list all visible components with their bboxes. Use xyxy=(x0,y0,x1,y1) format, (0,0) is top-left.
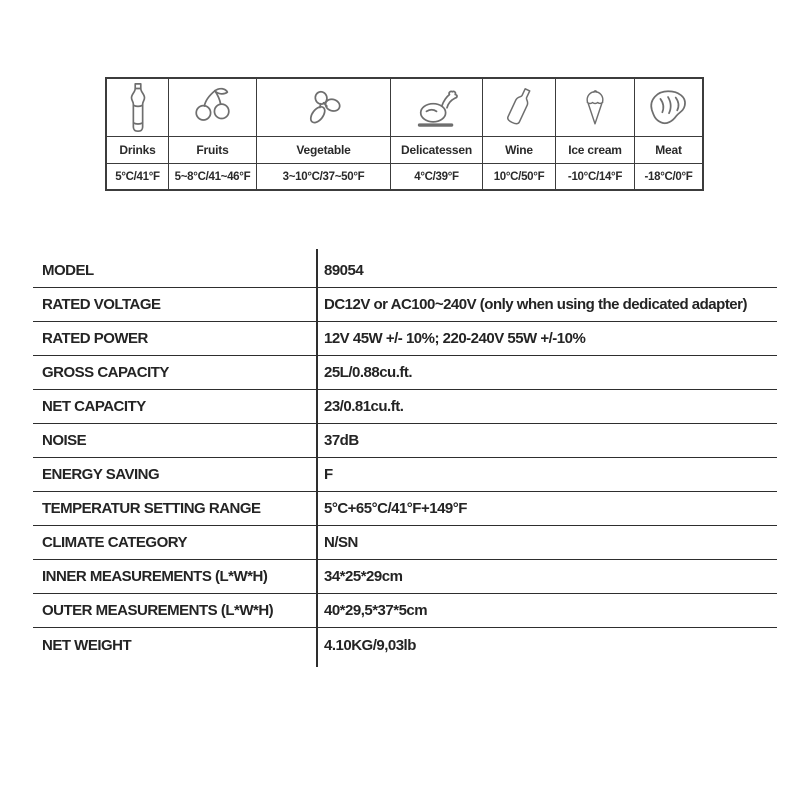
bottle-icon xyxy=(107,79,168,136)
spec-label: ENERGY SAVING xyxy=(42,466,160,483)
spec-row-gross-capacity: GROSS CAPACITY 25L/0.88cu.ft. xyxy=(33,356,777,390)
spec-row-net-capacity: NET CAPACITY 23/0.81cu.ft. xyxy=(33,390,777,424)
food-temperature: 10°C/50°F xyxy=(483,163,555,189)
food-temperature: 5~8°C/41~46°F xyxy=(169,163,256,189)
vegetable-icon xyxy=(257,79,390,136)
food-temperature: 5°C/41°F xyxy=(107,163,168,189)
spec-label: INNER MEASUREMENTS (L*W*H) xyxy=(42,568,268,585)
spec-value: 23/0.81cu.ft. xyxy=(324,398,404,415)
steak-icon xyxy=(635,79,702,136)
spec-label: RATED POWER xyxy=(42,330,148,347)
food-label: Vegetable xyxy=(257,136,390,163)
spec-label: CLIMATE CATEGORY xyxy=(42,534,188,551)
spec-label: OUTER MEASUREMENTS (L*W*H) xyxy=(42,602,274,619)
spec-row-noise: NOISE 37dB xyxy=(33,424,777,458)
spec-row-temperatur-setting-range: TEMPERATUR SETTING RANGE 5°C+65°C/41°F+14… xyxy=(33,492,777,526)
food-temperature: -18°C/0°F xyxy=(635,163,702,189)
food-temperature: -10°C/14°F xyxy=(556,163,634,189)
spec-row-outer-measurements-l-w-h: OUTER MEASUREMENTS (L*W*H) 40*29,5*37*5cm xyxy=(33,594,777,628)
spec-value: 4.10KG/9,03lb xyxy=(324,636,416,654)
food-label: Wine xyxy=(483,136,555,163)
food-label: Delicatessen xyxy=(391,136,482,163)
specifications-table: MODEL 89054 RATED VOLTAGE DC12V or AC100~24… xyxy=(33,249,777,667)
roast-chicken-icon xyxy=(391,79,482,136)
wine-bottle-icon xyxy=(483,79,555,136)
food-label: Drinks xyxy=(107,136,168,163)
spec-value: 37dB xyxy=(324,432,359,449)
spec-value: 34*25*29cm xyxy=(324,568,403,585)
ice-cream-icon xyxy=(556,79,634,136)
food-column-ice-cream: Ice cream -10°C/14°F xyxy=(555,79,634,189)
food-column-delicatessen: Delicatessen 4°C/39°F xyxy=(390,79,482,189)
spec-row-net-weight: NET WEIGHT 4.10KG/9,03lb xyxy=(33,628,777,662)
spec-value: 12V 45W +/- 10%; 220-240V 55W +/-10% xyxy=(324,330,586,347)
spec-row-rated-voltage: RATED VOLTAGE DC12V or AC100~240V (only w… xyxy=(33,288,777,322)
spec-row-energy-saving: ENERGY SAVING F xyxy=(33,458,777,492)
food-column-fruits: Fruits 5~8°C/41~46°F xyxy=(168,79,256,189)
food-label: Ice cream xyxy=(556,136,634,163)
spec-label: NET CAPACITY xyxy=(42,398,146,415)
food-temperature: 4°C/39°F xyxy=(391,163,482,189)
food-column-wine: Wine 10°C/50°F xyxy=(482,79,555,189)
spec-label: RATED VOLTAGE xyxy=(42,296,161,313)
spec-value: 5°C+65°C/41°F+149°F xyxy=(324,500,467,517)
food-temperature: 3~10°C/37~50°F xyxy=(257,163,390,189)
spec-row-model: MODEL 89054 xyxy=(33,254,777,288)
spec-value: 25L/0.88cu.ft. xyxy=(324,364,413,381)
spec-label: NOISE xyxy=(42,432,87,449)
spec-label: TEMPERATUR SETTING RANGE xyxy=(42,500,261,517)
spec-value: F xyxy=(324,466,333,483)
spec-row-climate-category: CLIMATE CATEGORY N/SN xyxy=(33,526,777,560)
food-temperature-guide-table: Drinks 5°C/41°F Fruits 5~8°C/41~46°F Vegetab… xyxy=(105,77,704,191)
food-column-drinks: Drinks 5°C/41°F xyxy=(107,79,168,189)
food-column-meat: Meat -18°C/0°F xyxy=(634,79,702,189)
cherries-icon xyxy=(169,79,256,136)
spec-value: N/SN xyxy=(324,534,358,551)
spec-label: GROSS CAPACITY xyxy=(42,364,169,381)
food-label: Meat xyxy=(635,136,702,163)
food-column-vegetable: Vegetable 3~10°C/37~50°F xyxy=(256,79,390,189)
spec-value: 89054 xyxy=(324,262,364,279)
spec-label: NET WEIGHT xyxy=(42,636,132,654)
spec-row-rated-power: RATED POWER 12V 45W +/- 10%; 220-240V 55W… xyxy=(33,322,777,356)
spec-label: MODEL xyxy=(42,262,94,279)
spec-value: DC12V or AC100~240V (only when using the… xyxy=(324,296,747,313)
food-label: Fruits xyxy=(169,136,256,163)
spec-value: 40*29,5*37*5cm xyxy=(324,602,428,619)
spec-row-inner-measurements-l-w-h: INNER MEASUREMENTS (L*W*H) 34*25*29cm xyxy=(33,560,777,594)
spec-table-column-divider xyxy=(316,249,318,667)
